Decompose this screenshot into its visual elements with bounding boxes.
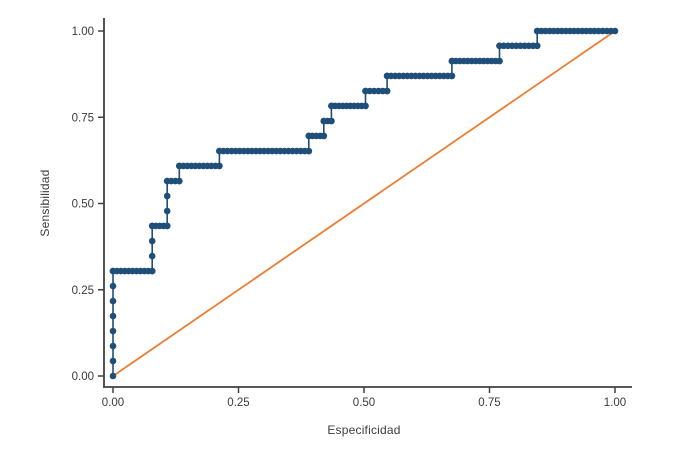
roc-point (109, 327, 117, 335)
roc-point (362, 102, 369, 110)
roc-point (305, 147, 313, 155)
x-tick-label: 0.75 (478, 397, 500, 409)
roc-point (163, 207, 171, 215)
reference-line (112, 30, 616, 377)
x-tick-label: 0.00 (102, 397, 124, 409)
roc-point (216, 162, 223, 170)
y-tick-label: 0.25 (72, 285, 94, 297)
roc-point (148, 252, 156, 260)
roc-point (109, 372, 117, 380)
x-tick-label: 0.25 (227, 397, 249, 409)
roc-point (109, 282, 117, 290)
roc-point (163, 192, 171, 200)
y-tick-label: 1.00 (72, 26, 94, 38)
y-axis-title: Sensibilidad (38, 169, 52, 237)
roc-point (109, 312, 117, 320)
x-tick-label: 0.50 (353, 397, 375, 409)
roc-point (533, 42, 541, 50)
roc-point (383, 87, 391, 95)
roc-point (163, 222, 171, 230)
roc-point (109, 342, 117, 350)
roc-point (148, 267, 156, 275)
roc-point (328, 117, 335, 125)
roc-point (611, 27, 619, 35)
y-tick-label: 0.50 (72, 199, 94, 211)
roc-point (109, 357, 117, 365)
y-tick-label: 0.75 (72, 112, 94, 124)
roc-point (496, 57, 503, 65)
roc-point (448, 72, 456, 80)
y-tick-label: 0.00 (72, 371, 94, 383)
x-tick-label: 1.00 (604, 397, 626, 409)
x-axis-title: Especificidad (327, 423, 401, 437)
roc-point (176, 177, 183, 185)
roc-point (148, 237, 156, 245)
roc-point (109, 297, 117, 305)
roc-point (320, 132, 328, 140)
